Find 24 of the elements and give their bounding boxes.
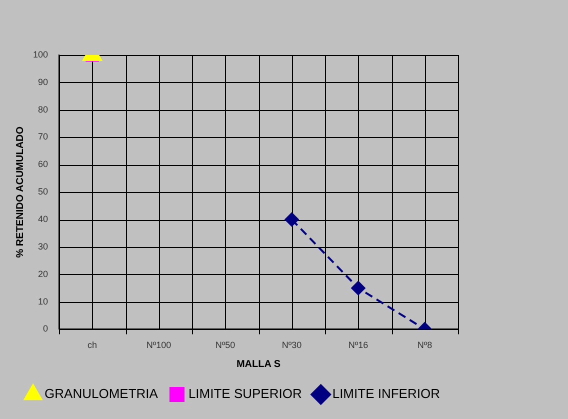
y-tick-label: 50 xyxy=(38,186,48,197)
legend-label: LIMITE SUPERIOR xyxy=(188,386,302,402)
y-tick-label: 60 xyxy=(38,159,48,170)
x-tick-label: Nº50 xyxy=(215,340,236,350)
y-tick-label: 40 xyxy=(38,214,48,224)
x-tick-label: Nº30 xyxy=(282,340,302,350)
point xyxy=(284,212,299,227)
y-tick-label: 70 xyxy=(38,132,48,142)
x-tick-label: Nº8 xyxy=(417,340,432,350)
point xyxy=(351,281,366,296)
y-tick-label: 20 xyxy=(38,268,48,279)
y-axis-title: % RETENIDO ACUMULADO xyxy=(14,126,26,258)
legend-label: LIMITE INFERIOR xyxy=(332,386,440,402)
x-tick-label: Nº16 xyxy=(348,340,368,350)
x-axis-title: MALLA S xyxy=(236,358,281,370)
y-tick-label: 100 xyxy=(32,49,48,60)
y-tick-label: 0 xyxy=(43,324,48,334)
y-tick-label: 30 xyxy=(38,241,48,252)
x-tick-label: ch xyxy=(88,340,98,350)
x-tick-label: Nº100 xyxy=(146,340,172,350)
y-tick-label: 80 xyxy=(38,104,48,114)
y-tick-label: 10 xyxy=(38,296,48,306)
legend-label: GRANULOMETRIA xyxy=(44,386,158,402)
y-tick-label: 90 xyxy=(38,76,48,87)
